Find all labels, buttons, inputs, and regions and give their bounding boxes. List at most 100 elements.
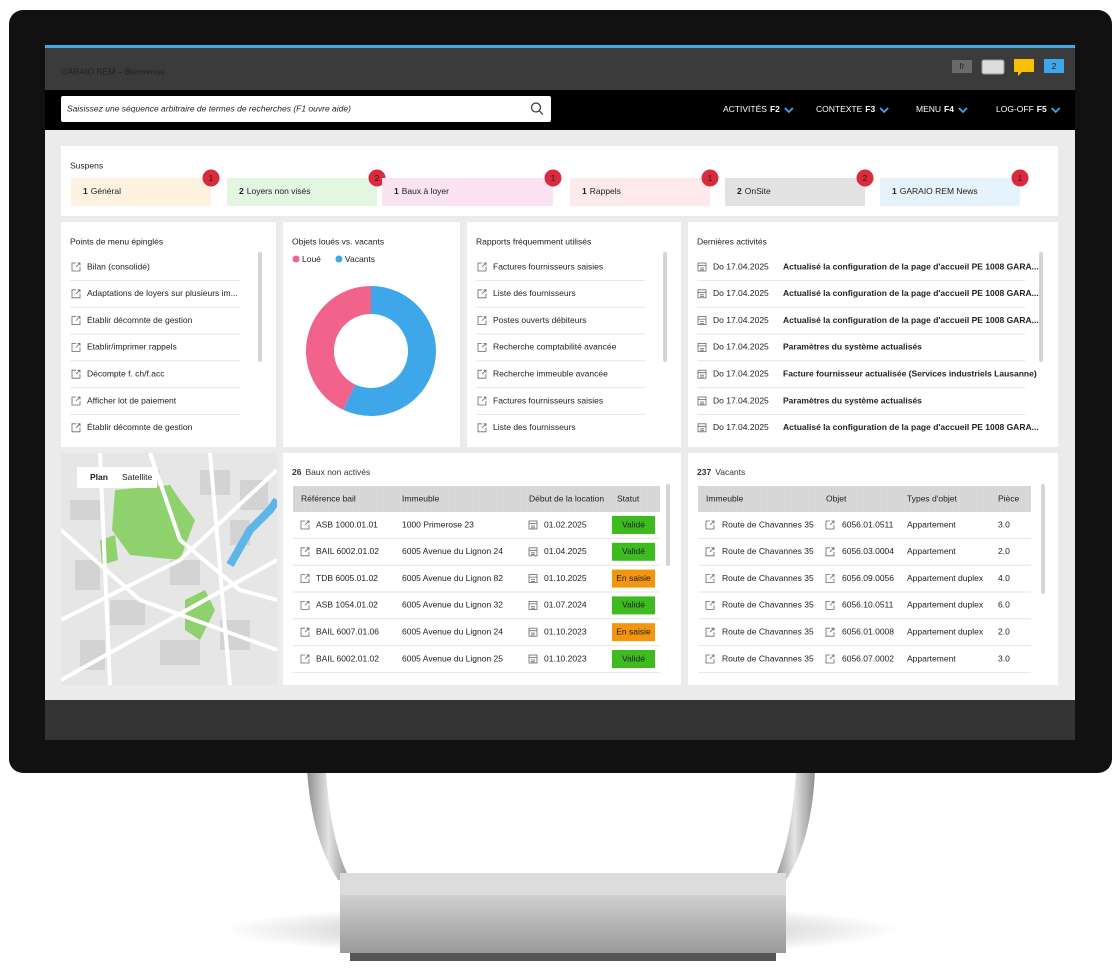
- activity-text[interactable]: Paramètres du système actualisés: [783, 395, 922, 405]
- list-item[interactable]: Postes ouverts débiteurs: [493, 315, 587, 325]
- list-item[interactable]: Recherche immeuble avancée: [493, 368, 608, 378]
- suspens-label[interactable]: 1 Baux à loyer: [394, 186, 449, 196]
- activity-date[interactable]: Do 17.04.2025: [713, 315, 769, 325]
- scrollbar[interactable]: [258, 252, 262, 362]
- activity-text[interactable]: Paramètres du système actualisés: [783, 342, 922, 352]
- suspens-tile[interactable]: [725, 178, 865, 206]
- search-icon[interactable]: [530, 102, 542, 113]
- icon-box: [477, 396, 487, 406]
- menu-item[interactable]: ACTIVITÉS F2: [723, 104, 780, 114]
- language[interactable]: fr: [959, 61, 964, 71]
- search-placeholder[interactable]: Saisissez une séquence arbitraire de ter…: [67, 103, 351, 113]
- activity-text[interactable]: Actualisé la configuration de la page d'…: [783, 261, 1039, 271]
- building[interactable]: Route de Chavannes 35: [722, 546, 814, 556]
- building[interactable]: Route de Chavannes 35: [722, 519, 814, 529]
- suspens-label[interactable]: 2 Loyers non visés: [239, 186, 311, 196]
- list-item[interactable]: Établir décomnte de gestion: [87, 422, 193, 432]
- object-type: Appartement duplex: [907, 600, 984, 610]
- icon-box: [528, 601, 538, 610]
- status: Validé: [622, 546, 645, 556]
- donut-segment: [306, 286, 371, 410]
- icon-box: [825, 547, 835, 557]
- badge-count: 1: [209, 173, 214, 183]
- object[interactable]: 6056.01.0008: [842, 626, 894, 636]
- suspens-tile[interactable]: [570, 178, 710, 206]
- activity-date[interactable]: Do 17.04.2025: [713, 288, 769, 298]
- building[interactable]: Route de Chavannes 35: [722, 573, 814, 583]
- list-item[interactable]: Liste des fournisseurs: [493, 422, 576, 432]
- building[interactable]: Route de Chavannes 35: [722, 653, 814, 663]
- suspens-tile[interactable]: [880, 178, 1020, 206]
- list-item[interactable]: Liste des fournisseurs: [493, 288, 576, 298]
- object[interactable]: 6056.03.0004: [842, 546, 894, 556]
- activity-text[interactable]: Facture fournisseur actualisée (Services…: [783, 368, 1037, 378]
- menu-item[interactable]: MENU F4: [916, 104, 954, 114]
- language-button[interactable]: [952, 60, 972, 73]
- object[interactable]: 6056.09.0056: [842, 573, 894, 583]
- lease-ref[interactable]: TDB 6005.01.02: [316, 573, 378, 583]
- object[interactable]: 6056.10.0511: [842, 600, 894, 610]
- list-item[interactable]: Établir décomnte de gestion: [87, 315, 193, 325]
- list-item[interactable]: Factures fournisseurs saisies: [493, 395, 603, 405]
- map-park: [185, 590, 215, 640]
- suspens-tile[interactable]: [71, 178, 211, 206]
- object[interactable]: 6056.07.0002: [842, 653, 894, 663]
- help-icon[interactable]: [981, 59, 1005, 75]
- activity-date[interactable]: Do 17.04.2025: [713, 342, 769, 352]
- list-item[interactable]: Recherche comptabilité avancée: [493, 342, 617, 352]
- lease-ref[interactable]: ASB 1054.01.02: [316, 600, 378, 610]
- scrollbar[interactable]: [1039, 252, 1043, 362]
- list-item[interactable]: Bilan (consolidé): [87, 261, 150, 271]
- notification-count[interactable]: 2: [1052, 61, 1057, 71]
- search-input[interactable]: [61, 96, 551, 122]
- list-item[interactable]: Afficher lot de paiement: [87, 395, 177, 405]
- calendar-icon: [528, 520, 538, 530]
- activity-text[interactable]: Actualisé la configuration de la page d'…: [783, 422, 1039, 432]
- map-river: [226, 497, 277, 567]
- lease-ref[interactable]: BAIL 6002.01.02: [316, 653, 379, 663]
- menu-item[interactable]: CONTEXTE F3: [816, 104, 875, 114]
- suspens-name: Général: [91, 186, 121, 196]
- list-item[interactable]: Factures fournisseurs saisies: [493, 261, 603, 271]
- menu-label: MENU: [916, 104, 941, 114]
- lease-ref[interactable]: BAIL 6007.01.06: [316, 626, 379, 636]
- icon-arrow: [829, 627, 835, 633]
- icon-box: [71, 369, 81, 379]
- map-tab[interactable]: Satellite: [122, 472, 153, 482]
- activity-date[interactable]: Do 17.04.2025: [713, 368, 769, 378]
- activity-text[interactable]: Actualisé la configuration de la page d'…: [783, 315, 1039, 325]
- list-item[interactable]: Etablir/imprimer rappels: [87, 342, 177, 352]
- scrollbar[interactable]: [1041, 484, 1045, 594]
- building[interactable]: Route de Chavannes 35: [722, 600, 814, 610]
- activity-date[interactable]: Do 17.04.2025: [713, 261, 769, 271]
- calendar-icon: [697, 262, 707, 272]
- suspens-label[interactable]: 1 GARAIO REM News: [892, 186, 978, 196]
- list-item[interactable]: Décompte f. ch/f.acc: [87, 368, 165, 378]
- activity-date[interactable]: Do 17.04.2025: [713, 395, 769, 405]
- building[interactable]: Route de Chavannes 35: [722, 626, 814, 636]
- map[interactable]: [61, 453, 277, 685]
- scrollbar[interactable]: [663, 252, 667, 362]
- calendar-icon: [697, 423, 707, 433]
- suspens-name: GARAIO REM News: [900, 186, 978, 196]
- icon-lines: [698, 372, 706, 378]
- menu-chevron: [1051, 107, 1061, 114]
- suspens-label[interactable]: 2 OnSite: [737, 186, 771, 196]
- suspens-label[interactable]: 1 Général: [83, 186, 121, 196]
- notification-button[interactable]: [1044, 59, 1064, 73]
- suspens-tile[interactable]: [382, 178, 553, 206]
- icon-lines: [529, 657, 537, 663]
- chat-icon[interactable]: [1014, 59, 1034, 76]
- menu-item[interactable]: LOG-OFF F5: [996, 104, 1047, 114]
- lease-ref[interactable]: BAIL 6002.01.02: [316, 546, 379, 556]
- suspens-label[interactable]: 1 Rappels: [582, 186, 621, 196]
- link-icon: [300, 547, 310, 557]
- lease-ref[interactable]: ASB 1000.01.01: [316, 519, 378, 529]
- activity-date[interactable]: Do 17.04.2025: [713, 422, 769, 432]
- activity-text[interactable]: Actualisé la configuration de la page d'…: [783, 288, 1039, 298]
- scrollbar[interactable]: [666, 484, 670, 566]
- object[interactable]: 6056.01.0511: [842, 519, 894, 529]
- map-tab[interactable]: Plan: [90, 472, 108, 482]
- suspens-tile[interactable]: [227, 178, 377, 206]
- list-item[interactable]: Adaptations de loyers sur plusieurs im..…: [87, 288, 238, 298]
